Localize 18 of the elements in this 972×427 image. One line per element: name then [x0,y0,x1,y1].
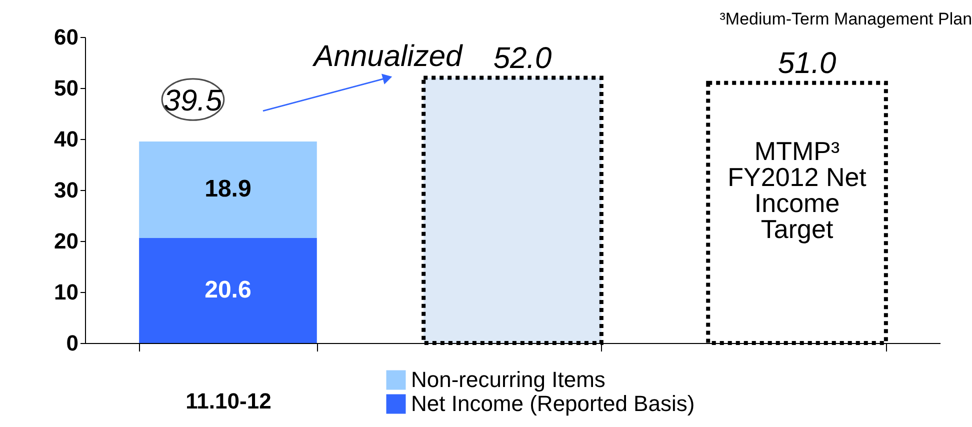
annotation: MTMP³ FY2012 Net Income Target [728,136,868,244]
y-tick-label: 30 [54,178,78,202]
y-tick-label: 40 [54,126,78,152]
y-tick-label: 60 [54,24,78,50]
y-tick-label: 0 [66,330,78,356]
data-label: 52.0 [493,42,552,75]
legend-label: Net Income (Reported Basis) [411,391,695,416]
y-tick-label: 20 [54,228,78,254]
data-label: 18.9 [204,176,252,203]
legend-label: Non-recurring Items [411,367,606,392]
y-tick-label: 50 [54,76,78,100]
y-tick-label: 10 [54,280,78,304]
data-label: 51.0 [778,46,837,80]
annotation: Annualized [312,40,464,74]
text: ³Medium-Term Management Plan [720,10,972,28]
x-tick-label: 11.10-12 [186,388,272,414]
data-label: 20.6 [204,276,252,304]
total-label: 39.5 [164,84,222,118]
